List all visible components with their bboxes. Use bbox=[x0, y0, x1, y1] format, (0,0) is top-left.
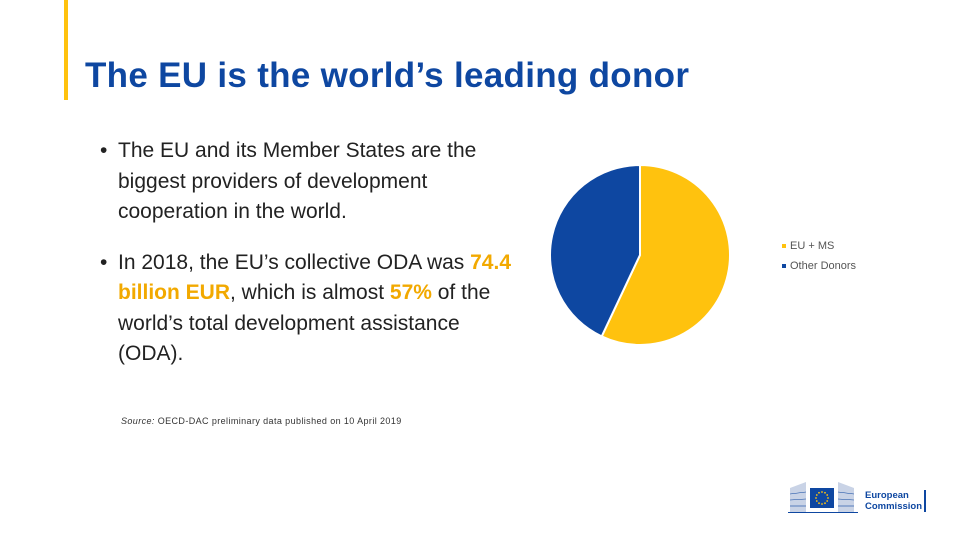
european-commission-logo: European Commission bbox=[788, 474, 928, 514]
bullet-text-end: of the world’s total development assista… bbox=[118, 281, 491, 365]
oda-percentage: 57% bbox=[389, 281, 432, 304]
legend-item: Other Donors bbox=[782, 256, 856, 276]
legend-swatch bbox=[782, 244, 786, 248]
pie-slice bbox=[600, 163, 731, 346]
legend-label: EU + MS bbox=[790, 240, 835, 252]
pie-slice bbox=[549, 163, 641, 338]
accent-bar bbox=[64, 0, 68, 100]
source-text: OECD-DAC preliminary data published on 1… bbox=[154, 416, 402, 426]
logo-text: European Commission bbox=[865, 490, 923, 512]
bullet-text: The EU and its Member States are the big… bbox=[118, 139, 477, 223]
logo-text-line: Commission bbox=[865, 500, 923, 512]
bullet-text-start: In 2018, the EU’s collective ODA was bbox=[118, 250, 471, 274]
bullet-item: In 2018, the EU’s collective ODA was 74.… bbox=[100, 248, 520, 370]
oda-amount: 74.4 billion EUR bbox=[118, 250, 511, 305]
pie-chart bbox=[549, 163, 731, 346]
legend-label: Other Donors bbox=[790, 260, 857, 272]
source-label: Source: bbox=[121, 416, 155, 426]
chart-legend: EU + MS Other Donors bbox=[782, 236, 856, 276]
slide-title: The EU is the world’s leading donor bbox=[85, 56, 690, 95]
legend-item: EU + MS bbox=[782, 236, 856, 256]
bullet-text-middle: , which is almost bbox=[230, 281, 390, 304]
logo-text-line: European bbox=[865, 490, 909, 501]
logo-divider bbox=[924, 490, 926, 512]
eu-flag-icon bbox=[810, 488, 834, 508]
bullet-item: The EU and its Member States are the big… bbox=[100, 136, 520, 228]
berlaymont-building-icon bbox=[788, 482, 858, 513]
source-note: Source: OECD-DAC preliminary data publis… bbox=[121, 416, 402, 426]
legend-swatch bbox=[782, 264, 786, 268]
bullet-list: The EU and its Member States are the big… bbox=[100, 136, 520, 370]
